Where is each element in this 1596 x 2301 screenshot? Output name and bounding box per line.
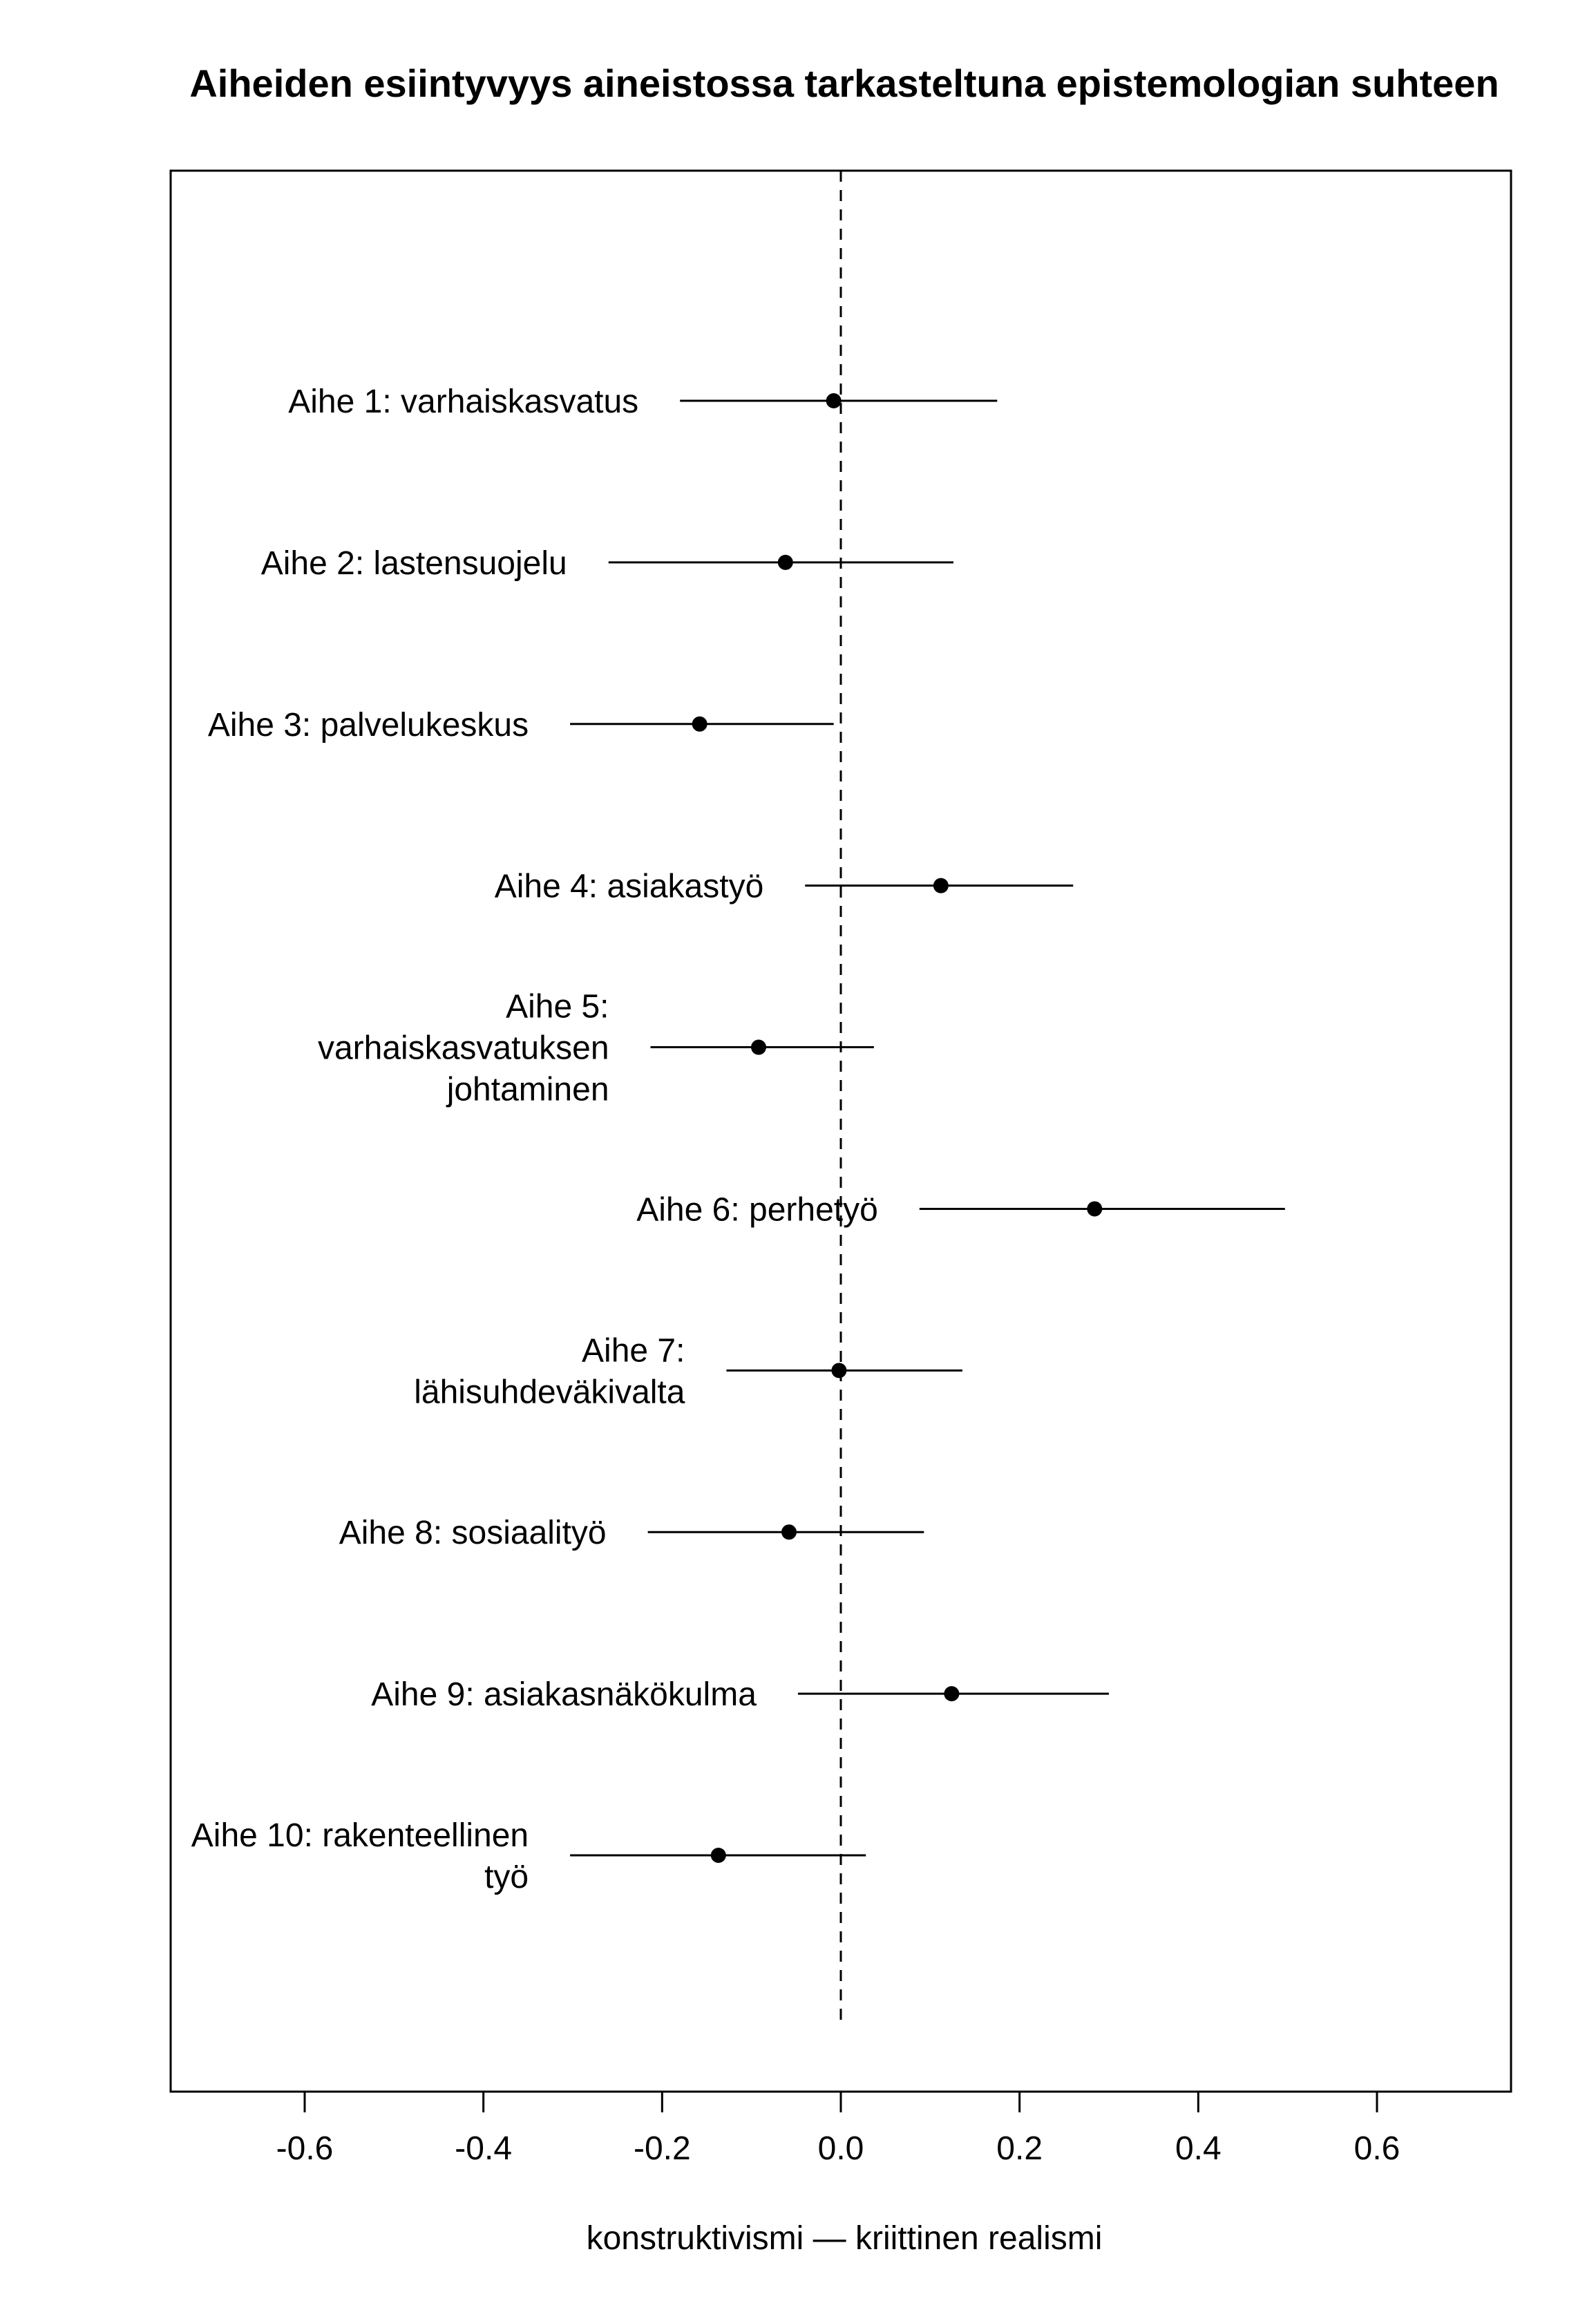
point-label-line: lähisuhdeväkivalta (414, 1374, 685, 1410)
point-label-line: Aihe 2: lastensuojelu (261, 545, 567, 582)
x-axis: -0.6 -0.4 -0.2 0.0 0.2 0.4 0.6 (276, 2090, 1400, 2167)
data-point (933, 878, 949, 893)
point-label: Aihe 7: lähisuhdeväkivalta (414, 1332, 685, 1410)
point-label: Aihe 1: varhaiskasvatus (288, 384, 638, 420)
data-point (781, 1524, 797, 1540)
point-label: Aihe 5: varhaiskasvatuksen johtaminen (318, 989, 609, 1108)
x-tick-label: -0.2 (634, 2130, 691, 2167)
point-label-group: Aihe 1: varhaiskasvatus Aihe 2: lastensuo… (191, 384, 878, 1895)
point-label-line: Aihe 8: sosiaalityö (339, 1515, 607, 1551)
x-tick-label: 0.2 (996, 2130, 1043, 2167)
data-point (831, 1363, 847, 1379)
data-point (692, 716, 707, 732)
data-point (944, 1686, 960, 1702)
x-tick-label: -0.4 (455, 2130, 512, 2167)
point-label-line: Aihe 7: (582, 1332, 685, 1369)
point-group (692, 393, 1103, 1863)
data-point (751, 1039, 767, 1055)
point-label-line: Aihe 3: palvelukeskus (208, 707, 529, 744)
point-label-line: johtaminen (446, 1072, 609, 1108)
point-label-line: Aihe 6: perhetyö (636, 1191, 878, 1228)
x-tick-label: 0.6 (1354, 2130, 1400, 2167)
point-label: Aihe 8: sosiaalityö (339, 1515, 607, 1551)
point-label-line: Aihe 1: varhaiskasvatus (288, 384, 638, 420)
point-label: Aihe 9: asiakasnäkökulma (371, 1676, 757, 1713)
x-tick-label: 0.0 (818, 2130, 864, 2167)
point-label: Aihe 6: perhetyö (636, 1191, 878, 1228)
chart-title: Aiheiden esiintyvyys aineistossa tarkast… (189, 61, 1499, 105)
x-tick-label: 0.4 (1175, 2130, 1222, 2167)
point-label-line: Aihe 4: asiakastyö (495, 869, 764, 905)
data-point (1087, 1201, 1103, 1217)
point-label: Aihe 4: asiakastyö (495, 869, 764, 905)
point-label-line: työ (484, 1859, 529, 1895)
point-label-line: Aihe 10: rakenteellinen (191, 1817, 529, 1854)
point-label: Aihe 2: lastensuojelu (261, 545, 567, 582)
point-label-line: varhaiskasvatuksen (318, 1030, 609, 1067)
error-bar-group (570, 399, 1285, 1857)
data-point (710, 1848, 726, 1863)
point-label: Aihe 3: palvelukeskus (208, 707, 529, 744)
point-label: Aihe 10: rakenteellinen työ (191, 1817, 529, 1895)
x-tick-label: -0.6 (276, 2130, 334, 2167)
x-axis-label: konstruktivismi — kriittinen realismi (587, 2220, 1103, 2257)
data-point (777, 554, 793, 570)
point-label-line: Aihe 9: asiakasnäkökulma (371, 1676, 757, 1713)
point-label-line: Aihe 5: (506, 989, 609, 1025)
data-point (826, 393, 842, 408)
